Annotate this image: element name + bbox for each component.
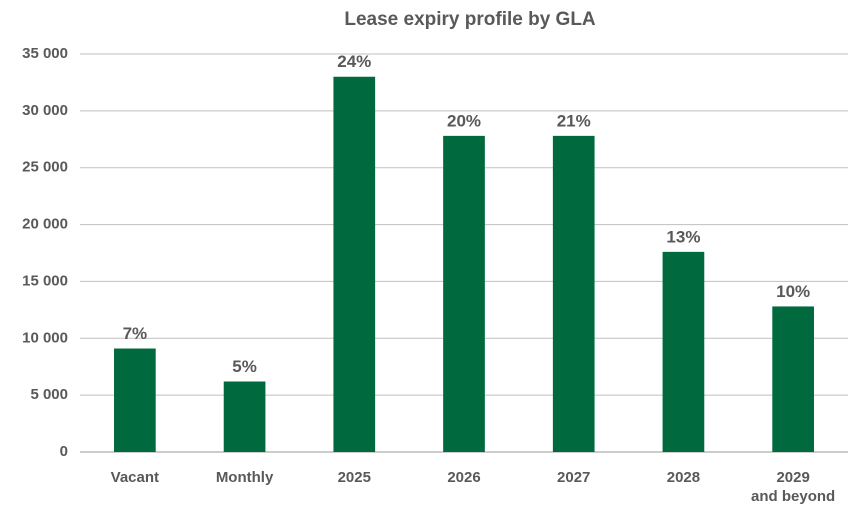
bar [114, 348, 156, 452]
bar [223, 381, 266, 452]
y-tick-label: 10 000 [22, 329, 68, 346]
data-label: 10% [776, 282, 810, 301]
x-tick-label: 2027 [557, 469, 590, 486]
bar [552, 135, 595, 453]
bar [662, 251, 705, 452]
y-tick-label: 25 000 [22, 159, 68, 176]
y-tick-label: 20 000 [22, 216, 68, 233]
chart-title: Lease expiry profile by GLA [344, 9, 596, 30]
bar [333, 76, 376, 452]
data-label: 24% [337, 52, 371, 71]
y-tick-label: 5 000 [30, 386, 68, 403]
x-tick-label: 2029 and beyond [751, 469, 835, 505]
data-label: 5% [232, 357, 257, 376]
y-tick-label: 15 000 [22, 272, 68, 289]
y-tick-label: 30 000 [22, 102, 68, 119]
data-label: 13% [666, 227, 700, 246]
bar [772, 306, 814, 452]
data-label: 20% [447, 111, 481, 130]
y-tick-label: 0 [60, 443, 68, 460]
data-label: 21% [557, 111, 591, 130]
x-tick-label: Monthly [216, 469, 274, 486]
x-tick-label: 2026 [447, 469, 480, 486]
y-tick-label: 35 000 [22, 45, 68, 62]
x-tick-label: Vacant [111, 469, 159, 486]
x-tick-label: 2028 [667, 469, 700, 486]
x-tick-label: 2025 [338, 469, 371, 486]
data-label: 7% [123, 324, 148, 343]
bar [443, 135, 485, 453]
